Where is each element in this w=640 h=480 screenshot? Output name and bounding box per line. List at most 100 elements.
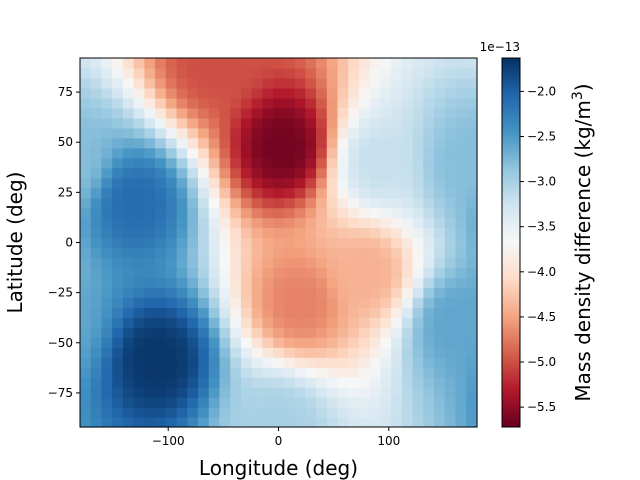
heatmap-cell: [176, 227, 188, 239]
heatmap-cell: [122, 357, 135, 368]
heatmap-cell: [251, 58, 264, 69]
heatmap-cell: [165, 407, 178, 418]
y-tick-label: 25: [58, 185, 73, 199]
heatmap-cell: [380, 407, 392, 418]
heatmap-cell: [208, 177, 221, 189]
heatmap-cell: [198, 407, 210, 418]
heatmap-cell: [283, 377, 296, 388]
heatmap-cell: [283, 67, 296, 79]
heatmap-cell: [262, 277, 274, 288]
heatmap-cell: [444, 357, 457, 368]
heatmap-cell: [198, 117, 210, 129]
heatmap-cell: [423, 257, 435, 269]
heatmap-cell: [230, 267, 242, 278]
heatmap-cell: [455, 367, 467, 378]
heatmap-cell: [358, 147, 371, 159]
heatmap-cell: [144, 317, 156, 328]
heatmap-cell: [326, 177, 339, 189]
heatmap-cell: [369, 297, 382, 308]
heatmap-cell: [466, 247, 478, 259]
heatmap-cell: [369, 407, 382, 418]
heatmap-cell: [273, 227, 285, 239]
heatmap-cell: [444, 97, 457, 109]
heatmap-cell: [412, 387, 424, 398]
heatmap-cell: [455, 377, 467, 388]
heatmap-cell: [187, 407, 199, 418]
heatmap-cell: [251, 127, 264, 139]
heatmap-cell: [444, 397, 457, 408]
heatmap-cell: [144, 67, 156, 79]
heatmap-cell: [466, 377, 478, 388]
heatmap-cell: [294, 337, 306, 348]
heatmap-cell: [348, 157, 360, 169]
heatmap-cell: [412, 307, 424, 318]
heatmap-cell: [401, 147, 414, 159]
heatmap-cell: [369, 377, 382, 388]
heatmap-cell: [380, 107, 392, 119]
heatmap-cell: [401, 237, 414, 249]
heatmap-cell: [466, 297, 478, 308]
heatmap-cell: [369, 207, 382, 219]
heatmap-cell: [80, 267, 92, 278]
heatmap-cell: [434, 187, 446, 199]
heatmap-cell: [283, 177, 296, 189]
heatmap-cell: [176, 327, 188, 338]
heatmap-cell: [230, 317, 242, 328]
heatmap-cell: [412, 397, 424, 408]
heatmap-cell: [101, 58, 113, 69]
heatmap-cell: [208, 317, 221, 328]
heatmap-cell: [219, 217, 231, 229]
heatmap-cell: [176, 397, 188, 408]
heatmap-cell: [412, 407, 424, 418]
heatmap-cell: [251, 197, 264, 209]
heatmap-cell: [262, 227, 274, 239]
heatmap-cell: [283, 337, 296, 348]
heatmap-cell: [187, 227, 199, 239]
heatmap-cell: [80, 117, 92, 129]
heatmap-cell: [273, 347, 285, 358]
heatmap-cell: [219, 117, 231, 129]
heatmap-cell: [294, 287, 306, 298]
heatmap-cell: [219, 277, 231, 288]
heatmap-cell: [240, 407, 253, 418]
heatmap-cell: [412, 87, 424, 99]
heatmap-cell: [283, 157, 296, 169]
heatmap-cell: [262, 157, 274, 169]
heatmap-cell: [230, 177, 242, 189]
colorbar-tick-label: −3.5: [527, 220, 556, 234]
heatmap-cell: [176, 237, 188, 249]
heatmap-cell: [155, 367, 167, 378]
heatmap-cell: [112, 217, 124, 229]
heatmap-cell: [144, 117, 156, 129]
heatmap-cell: [262, 287, 274, 298]
heatmap-cell: [240, 237, 253, 249]
heatmap-cell: [187, 167, 199, 179]
heatmap-cell: [283, 197, 296, 209]
heatmap-cell: [305, 167, 317, 179]
heatmap-cell: [187, 107, 199, 119]
heatmap-cell: [326, 147, 339, 159]
heatmap-cell: [305, 117, 317, 129]
heatmap-cell: [283, 297, 296, 308]
heatmap-cell: [358, 217, 371, 229]
heatmap-cell: [165, 87, 178, 99]
heatmap-cell: [412, 337, 424, 348]
heatmap-cell: [176, 317, 188, 328]
heatmap-cell: [316, 277, 328, 288]
heatmap-cell: [101, 177, 113, 189]
heatmap-cell: [348, 117, 360, 129]
heatmap-cell: [401, 267, 414, 278]
heatmap-cell: [380, 397, 392, 408]
heatmap-cell: [283, 207, 296, 219]
heatmap-cell: [391, 187, 403, 199]
heatmap-cell: [434, 147, 446, 159]
colorbar-ticks: −2.0 −2.5 −3.0 −3.5 −4.0 −4.5 −5.0 −5.5: [520, 84, 556, 414]
heatmap-cell: [251, 97, 264, 109]
heatmap-cell: [444, 157, 457, 169]
heatmap-cell: [455, 177, 467, 189]
heatmap-cell: [122, 347, 135, 358]
heatmap-cell: [240, 217, 253, 229]
heatmap-cell: [144, 277, 156, 288]
heatmap-cell: [144, 357, 156, 368]
heatmap-cell: [466, 67, 478, 79]
